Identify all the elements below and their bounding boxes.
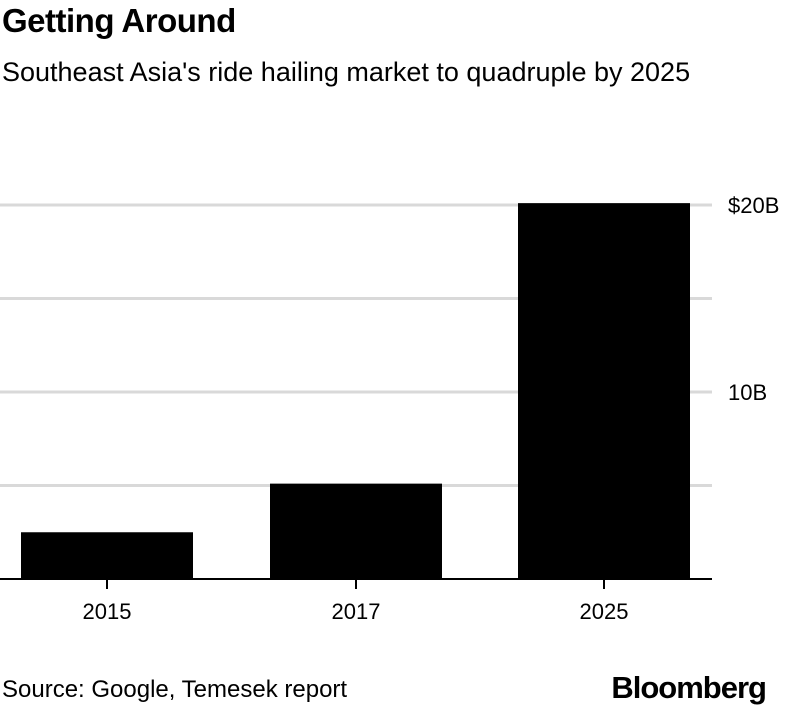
x-tick-label: 2025 <box>580 599 629 624</box>
bar-2025 <box>518 203 690 579</box>
x-axis <box>0 578 712 589</box>
chart-title: Getting Around <box>2 2 236 39</box>
y-tick-label: 10B <box>728 380 767 405</box>
source-note: Source: Google, Temesek report <box>2 676 348 703</box>
chart-subtitle: Southeast Asia's ride hailing market to … <box>2 57 691 87</box>
y-axis-labels: $20B 10B <box>728 193 779 405</box>
x-tick-label: 2017 <box>332 599 381 624</box>
bars <box>21 203 690 579</box>
y-tick-label: $20B <box>728 193 779 218</box>
x-axis-labels: 2015 2017 2025 <box>83 599 629 624</box>
bar-chart: $20B 10B 2015 2017 2025 <box>0 193 779 624</box>
bloomberg-logo: Bloomberg <box>611 670 767 705</box>
bar-2015 <box>21 532 193 579</box>
x-tick-label: 2015 <box>83 599 132 624</box>
bar-2017 <box>270 483 442 579</box>
